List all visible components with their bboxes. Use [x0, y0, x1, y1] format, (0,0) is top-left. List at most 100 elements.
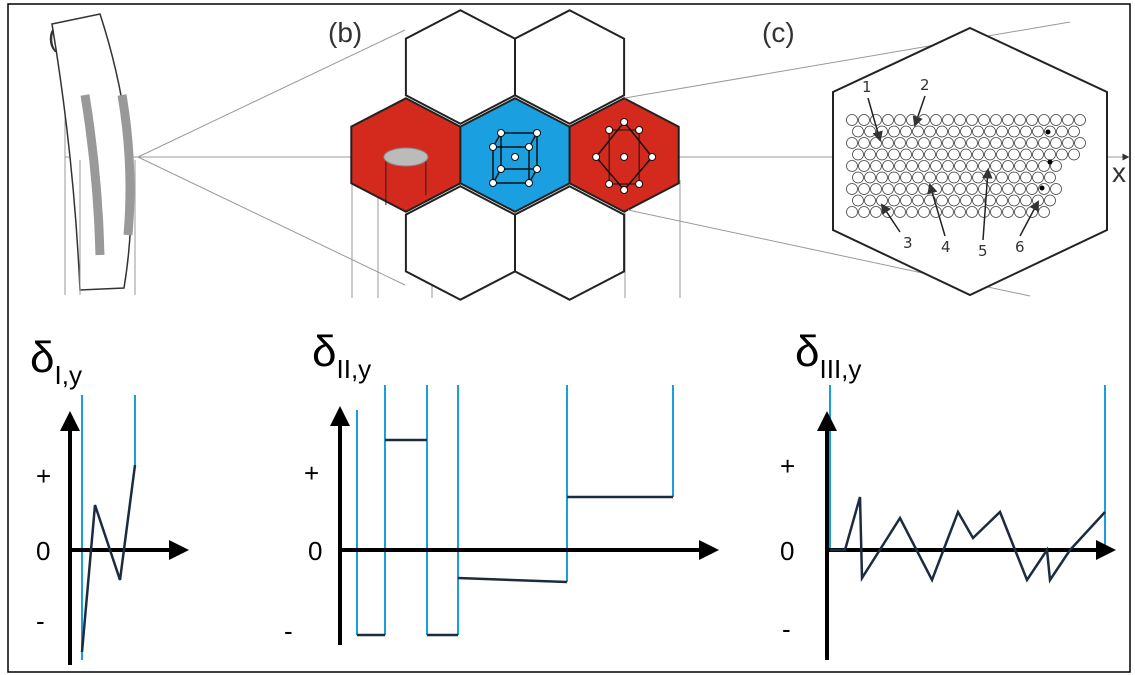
sign-label: -: [782, 614, 791, 644]
atom: [931, 161, 942, 172]
atom: [847, 115, 858, 126]
atom: [979, 184, 990, 195]
atom: [649, 154, 656, 161]
atom: [498, 130, 505, 137]
atom: [1033, 172, 1044, 183]
marker-label: 5: [978, 242, 988, 260]
atom: [1021, 149, 1032, 160]
atom: [853, 149, 864, 160]
atom: [943, 184, 954, 195]
atom: [1057, 126, 1068, 137]
atom: [985, 149, 996, 160]
atom: [1057, 149, 1068, 160]
atom: [889, 195, 900, 206]
marker-label: 4: [941, 238, 951, 256]
atom: [991, 161, 1002, 172]
sign-label: +: [780, 451, 795, 481]
atom: [937, 126, 948, 137]
atom: [937, 149, 948, 160]
subscript: II,y: [337, 354, 372, 384]
atom: [593, 154, 600, 161]
atom: [997, 149, 1008, 160]
atom: [889, 172, 900, 183]
atom: [1039, 115, 1050, 126]
atom: [949, 172, 960, 183]
atom: [991, 184, 1002, 195]
atom: [967, 138, 978, 149]
atom: [1063, 138, 1074, 149]
atom: [847, 207, 858, 218]
atom: [943, 138, 954, 149]
atom: [1045, 149, 1056, 160]
panel-label: (b): [328, 17, 362, 48]
symbol: δ: [312, 327, 337, 376]
atom: [919, 115, 930, 126]
atom: [1046, 130, 1051, 135]
atom: [955, 184, 966, 195]
atom: [512, 154, 519, 161]
atom: [973, 149, 984, 160]
atom: [1045, 195, 1056, 206]
atom: [859, 184, 870, 195]
atom: [955, 138, 966, 149]
atom: [901, 126, 912, 137]
atom: [889, 149, 900, 160]
atom: [949, 195, 960, 206]
atom: [1021, 126, 1032, 137]
atom: [967, 115, 978, 126]
sign-label: 0: [780, 536, 794, 566]
atom: [919, 138, 930, 149]
atom: [877, 195, 888, 206]
atom: [1003, 115, 1014, 126]
atom: [498, 166, 505, 173]
atom: [895, 161, 906, 172]
atom: [907, 138, 918, 149]
lattice: [833, 28, 1107, 295]
figure: (a) (b) (c) y x 1 2 3 4 5 6 δI,y + 0: [0, 0, 1135, 675]
sign-label: +: [304, 458, 319, 488]
atom: [991, 207, 1002, 218]
atom: [931, 138, 942, 149]
atom: [919, 161, 930, 172]
atom: [883, 138, 894, 149]
atom: [967, 184, 978, 195]
atom: [1033, 195, 1044, 206]
atom: [1003, 207, 1014, 218]
plot-symbol: δIII,y: [795, 327, 861, 384]
atom: [1009, 149, 1020, 160]
atom: [1027, 138, 1038, 149]
atom: [973, 126, 984, 137]
atom: [526, 180, 533, 187]
atom: [991, 115, 1002, 126]
atom: [907, 184, 918, 195]
atom: [997, 172, 1008, 183]
atom: [1009, 172, 1020, 183]
plot-1: δI,y + 0 -: [30, 333, 185, 665]
atom: [865, 126, 876, 137]
atom: [895, 138, 906, 149]
atom: [943, 207, 954, 218]
atom: [973, 195, 984, 206]
atom: [1027, 161, 1038, 172]
atom: [859, 207, 870, 218]
atom: [1015, 161, 1026, 172]
atom: [621, 154, 628, 161]
marker-label: 6: [1015, 238, 1025, 256]
atom: [961, 172, 972, 183]
atom: [925, 126, 936, 137]
marker-label: 2: [920, 76, 930, 94]
atom: [606, 181, 613, 188]
sign-label: -: [36, 606, 45, 636]
atom: [621, 187, 628, 194]
atom: [883, 184, 894, 195]
atom: [871, 161, 882, 172]
atom: [967, 161, 978, 172]
atom: [961, 195, 972, 206]
atom: [985, 126, 996, 137]
atom: [913, 195, 924, 206]
panel-label: (c): [762, 17, 795, 48]
hexagon-cluster: [351, 10, 680, 299]
atom: [1048, 160, 1053, 165]
atom: [943, 115, 954, 126]
marker-label: 3: [903, 234, 913, 252]
